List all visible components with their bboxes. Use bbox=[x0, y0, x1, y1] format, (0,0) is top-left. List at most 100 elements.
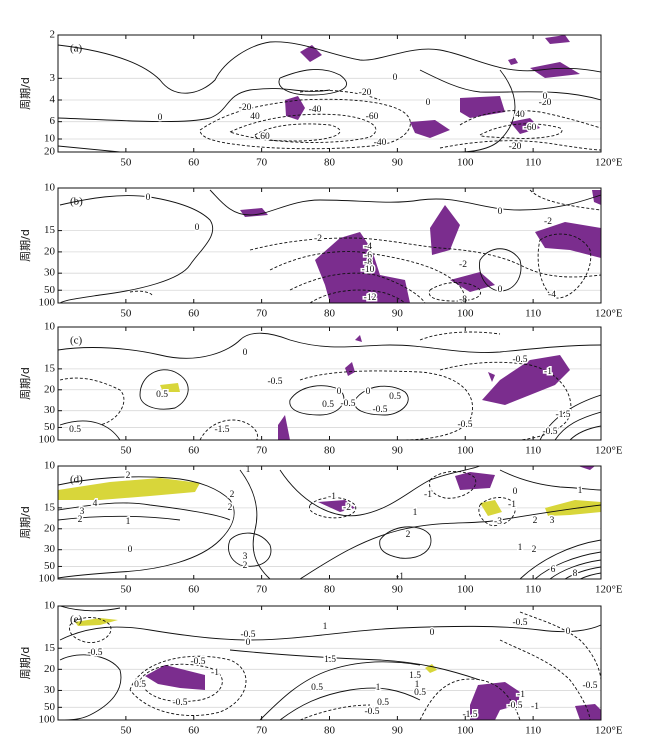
x-tick-label: 80 bbox=[324, 308, 336, 320]
contour-label: -20 bbox=[509, 142, 522, 152]
contour-label: 0 bbox=[426, 98, 431, 108]
contour-label: 0 bbox=[128, 545, 133, 555]
contour-label: 60 bbox=[260, 132, 270, 142]
y-tick-label: 10 bbox=[44, 182, 56, 194]
contour-label: -0.5 bbox=[457, 420, 472, 430]
contour-line bbox=[58, 502, 231, 521]
contour-line bbox=[419, 331, 501, 341]
contour-label: -0.5 bbox=[372, 405, 387, 415]
contour-label: 6 bbox=[551, 565, 556, 575]
x-tick-label: 70 bbox=[256, 725, 268, 737]
significance-region bbox=[488, 372, 495, 382]
significance-region bbox=[410, 120, 450, 138]
contour-line bbox=[58, 145, 121, 152]
significance-region bbox=[450, 272, 495, 292]
contour-line bbox=[279, 466, 481, 517]
contour-label: -60 bbox=[524, 123, 537, 133]
contour-line bbox=[549, 559, 601, 579]
panel-label: (b) bbox=[70, 196, 83, 208]
y-tick-label: 20 bbox=[44, 383, 56, 395]
contour-line bbox=[199, 98, 411, 150]
x-tick-label: 120°E bbox=[595, 308, 623, 320]
contour-line bbox=[459, 69, 516, 152]
contour-label: -2 bbox=[544, 217, 552, 227]
contour-line bbox=[439, 140, 601, 151]
y-tick-label: 4 bbox=[50, 94, 56, 106]
x-tick-label: 60 bbox=[188, 445, 200, 457]
y-tick-label: 20 bbox=[44, 663, 56, 675]
contour-line bbox=[499, 639, 591, 720]
y-tick-label: 100 bbox=[39, 714, 56, 726]
contour-line bbox=[59, 654, 122, 720]
contour-label: -0.5 bbox=[507, 701, 522, 711]
x-tick-label: 110 bbox=[525, 157, 542, 169]
contour-line bbox=[228, 532, 272, 567]
contour-line bbox=[419, 678, 521, 720]
x-tick-label: 50 bbox=[120, 725, 132, 737]
contour-label: -10 bbox=[362, 265, 375, 275]
significance-region bbox=[430, 205, 460, 255]
y-tick-label: 2 bbox=[50, 29, 56, 41]
contour-line bbox=[519, 611, 601, 681]
x-tick-label: 90 bbox=[392, 157, 404, 169]
contour-line bbox=[299, 704, 371, 720]
contour-label: -1 bbox=[531, 702, 539, 712]
contour-line bbox=[564, 566, 601, 579]
y-tick-label: 50 bbox=[44, 560, 56, 572]
x-tick-label: 60 bbox=[188, 725, 200, 737]
contour-label: 1.5 bbox=[409, 671, 421, 681]
x-tick-label: 60 bbox=[188, 157, 200, 169]
contour-label: -0.5 bbox=[364, 707, 379, 717]
contour-line bbox=[539, 394, 601, 440]
x-tick-label: 60 bbox=[188, 308, 200, 320]
x-tick-label: 100 bbox=[457, 308, 474, 320]
contour-label: -0.5 bbox=[172, 698, 187, 708]
contour-label: 0 bbox=[366, 387, 371, 397]
contour-line bbox=[59, 195, 213, 303]
x-tick-label: 90 bbox=[392, 445, 404, 457]
contour-label: 1 bbox=[126, 517, 131, 527]
contour-label: -0.5 bbox=[340, 399, 355, 409]
contour-label: 0 bbox=[513, 487, 518, 497]
x-tick-label: 100 bbox=[457, 157, 474, 169]
contour-line bbox=[379, 526, 432, 559]
contour-label: -40 bbox=[374, 138, 387, 148]
y-tick-label: 50 bbox=[44, 421, 56, 433]
contour-line bbox=[59, 420, 121, 440]
x-tick-label: 80 bbox=[324, 584, 336, 596]
contour-line bbox=[479, 123, 563, 139]
panel: 0-0.50.50.5 -1.500.5 -0.50 0.5-0.5-0.5-0.5-… bbox=[19, 321, 623, 457]
x-tick-label: 120°E bbox=[595, 584, 623, 596]
contour-label: 1 bbox=[376, 683, 381, 693]
contour-label: 0 bbox=[498, 285, 503, 295]
contour-label: -0.5 bbox=[512, 355, 527, 365]
significance-region bbox=[508, 58, 518, 65]
x-tick-label: 60 bbox=[188, 584, 200, 596]
y-tick-label: 10 bbox=[44, 460, 56, 472]
contour-line bbox=[439, 361, 572, 440]
contour-line bbox=[419, 69, 601, 101]
contour-label: 2 bbox=[532, 545, 537, 555]
contour-line bbox=[129, 655, 247, 716]
y-tick-label: 30 bbox=[44, 543, 56, 555]
contour-label: 0 bbox=[543, 92, 548, 102]
contour-line bbox=[259, 661, 421, 720]
contour-line bbox=[58, 476, 235, 579]
y-tick-label: 30 bbox=[44, 404, 56, 416]
x-tick-label: 80 bbox=[324, 445, 336, 457]
y-tick-label: 10 bbox=[44, 133, 56, 145]
contour-line bbox=[309, 497, 357, 519]
y-tick-label: 50 bbox=[44, 701, 56, 713]
panel-label: (e) bbox=[70, 614, 83, 626]
x-tick-label: 80 bbox=[324, 725, 336, 737]
y-axis-label: 周期/d bbox=[19, 77, 32, 110]
x-tick-label: 70 bbox=[256, 584, 268, 596]
contour-line bbox=[254, 123, 341, 142]
contour-line bbox=[289, 385, 345, 416]
x-tick-label: 70 bbox=[256, 157, 268, 169]
y-tick-label: 15 bbox=[44, 362, 56, 374]
contour-line bbox=[199, 419, 259, 440]
